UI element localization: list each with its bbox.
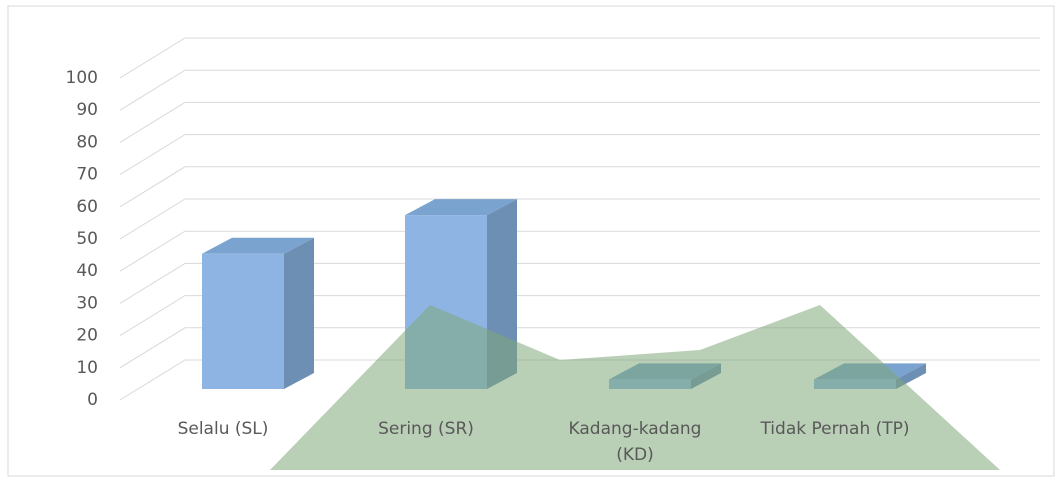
y-tick-label: 70 bbox=[76, 165, 98, 185]
grid-line bbox=[119, 295, 1040, 337]
y-tick-label: 80 bbox=[76, 132, 98, 152]
bar bbox=[202, 253, 284, 389]
grid-line bbox=[119, 198, 1040, 240]
x-tick-label: Tidak Pernah (TP) bbox=[760, 419, 910, 439]
bar-top bbox=[202, 237, 314, 254]
grid-line bbox=[119, 134, 1040, 176]
grid-line bbox=[119, 69, 1040, 111]
grid-line bbox=[119, 37, 1040, 79]
grid-line bbox=[119, 327, 1040, 369]
x-tick-label: Kadang-kadang (KD) bbox=[568, 419, 702, 465]
y-tick-label: 60 bbox=[76, 197, 98, 217]
y-tick-label: 90 bbox=[76, 100, 98, 120]
chart-frame bbox=[7, 5, 1055, 477]
grid-line bbox=[119, 166, 1040, 208]
y-tick-label: 100 bbox=[66, 68, 98, 88]
y-tick-label: 30 bbox=[76, 293, 98, 313]
y-tick-label: 50 bbox=[76, 229, 98, 249]
bar-side bbox=[284, 237, 314, 389]
watermark bbox=[270, 305, 1000, 470]
grid-line bbox=[119, 262, 1040, 304]
y-tick-label: 10 bbox=[76, 358, 98, 378]
y-tick-label: 40 bbox=[76, 261, 98, 281]
x-tick-label: Selalu (SL) bbox=[177, 419, 269, 439]
y-tick-label: 0 bbox=[87, 390, 98, 410]
bar-top bbox=[405, 199, 517, 216]
x-tick-label: Sering (SR) bbox=[378, 419, 474, 439]
y-tick-label: 20 bbox=[76, 326, 98, 346]
grid-line bbox=[119, 101, 1040, 143]
grid-line bbox=[119, 230, 1040, 272]
